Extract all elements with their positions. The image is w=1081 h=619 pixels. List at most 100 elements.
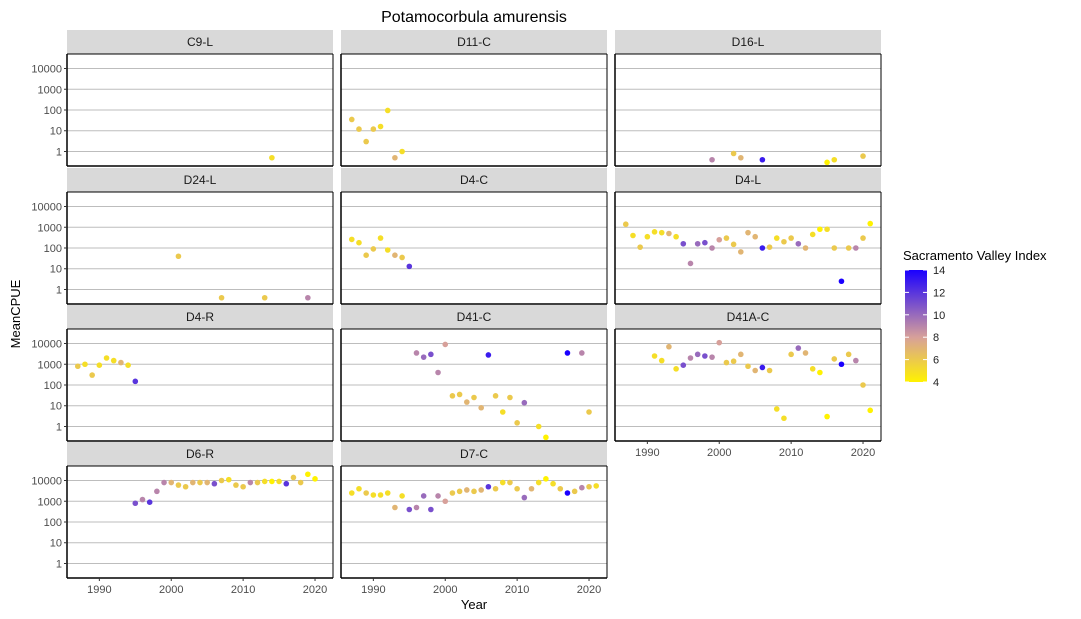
data-point [766,367,773,374]
data-point [464,399,470,405]
data-point [492,393,499,399]
data-point [96,362,103,369]
data-point [363,138,369,145]
x-axis-title: Year [461,597,488,612]
data-point [356,239,362,246]
data-point [132,378,139,385]
data-point [406,506,413,513]
panel-strip-label: D4-L [735,173,761,187]
data-point [139,496,146,503]
data-point [399,254,405,261]
data-point [802,350,809,356]
data-point [247,479,254,486]
data-point [428,351,434,358]
data-point [492,485,499,492]
data-point [269,478,275,485]
data-point [687,260,694,267]
panel-strip [341,305,607,329]
data-point [528,485,535,492]
data-point [175,482,182,488]
data-point [146,499,153,506]
data-point [831,356,838,362]
data-point [406,263,413,270]
data-point [413,504,420,511]
panel-strip-label: D4-R [186,310,214,324]
data-point [709,354,715,360]
data-point [305,471,311,478]
data-point [507,479,513,486]
x-tick-label: 2020 [577,584,601,596]
data-point [723,359,730,366]
legend: Sacramento Valley Index 4 6 8 10 12 14 [903,248,1047,389]
legend-tick-label: 4 [933,377,939,389]
data-point [261,294,268,301]
data-point [730,150,737,157]
data-point [435,369,441,376]
data-point [435,493,441,499]
data-point [456,488,463,495]
data-point [752,367,758,374]
data-point [845,245,852,251]
legend-title: Sacramento Valley Index [903,248,1047,263]
data-point [190,479,196,486]
data-point [752,233,758,240]
panel-d6-r: D6-R 1 10 100 1000 10000 1990 2000 2010 2020 [31,442,334,596]
data-point [716,339,723,346]
data-point [860,153,866,159]
data-point [276,478,282,485]
data-point [499,409,506,415]
data-point [824,413,830,420]
data-point [392,154,398,161]
data-point [860,382,866,388]
panel-strip [615,305,881,329]
y-tick-label: 10000 [31,339,62,351]
data-point [377,492,384,498]
data-point [283,480,290,487]
data-point [630,232,636,239]
panel-strip-label: C9-L [187,35,213,49]
data-point [399,148,405,155]
panel-strip-label: D41-C [457,310,492,324]
data-point [175,253,182,260]
legend-tick-label: 12 [933,287,945,299]
data-point [666,343,672,350]
y-tick-label: 10000 [31,64,62,76]
y-tick-label: 1 [56,146,62,158]
x-tick-label: 2010 [779,447,803,459]
data-point [644,233,651,240]
data-point [853,245,859,251]
data-point [428,506,434,513]
y-tick-label: 10000 [31,202,62,214]
data-point [809,366,816,372]
x-tick-label: 2000 [707,447,731,459]
data-point [348,490,355,496]
data-point [74,363,81,370]
data-point [723,235,730,241]
panel-strip [341,30,607,54]
panel-d41a-c: D41A-C 1990 2000 2010 2020 [614,305,882,459]
x-tick-label: 1990 [87,584,111,596]
data-point [211,480,218,487]
data-point [312,476,318,482]
data-point [694,240,701,247]
y-tick-label: 1 [56,284,62,296]
data-point [579,484,585,491]
data-point [738,154,744,161]
data-point [384,247,391,253]
data-point [297,479,304,486]
data-point [290,474,297,481]
data-point [745,363,751,370]
panel-strip [67,30,333,54]
data-point [586,483,592,490]
data-point [471,488,477,495]
legend-tick-label: 10 [933,310,945,322]
data-point [802,245,809,251]
y-tick-label: 10 [50,401,62,413]
data-point [651,353,658,359]
data-point [478,404,484,411]
y-tick-label: 100 [44,380,62,392]
y-axis-title: MeanCPUE [8,279,23,348]
x-tick-label: 2020 [303,584,327,596]
data-point [485,352,492,358]
